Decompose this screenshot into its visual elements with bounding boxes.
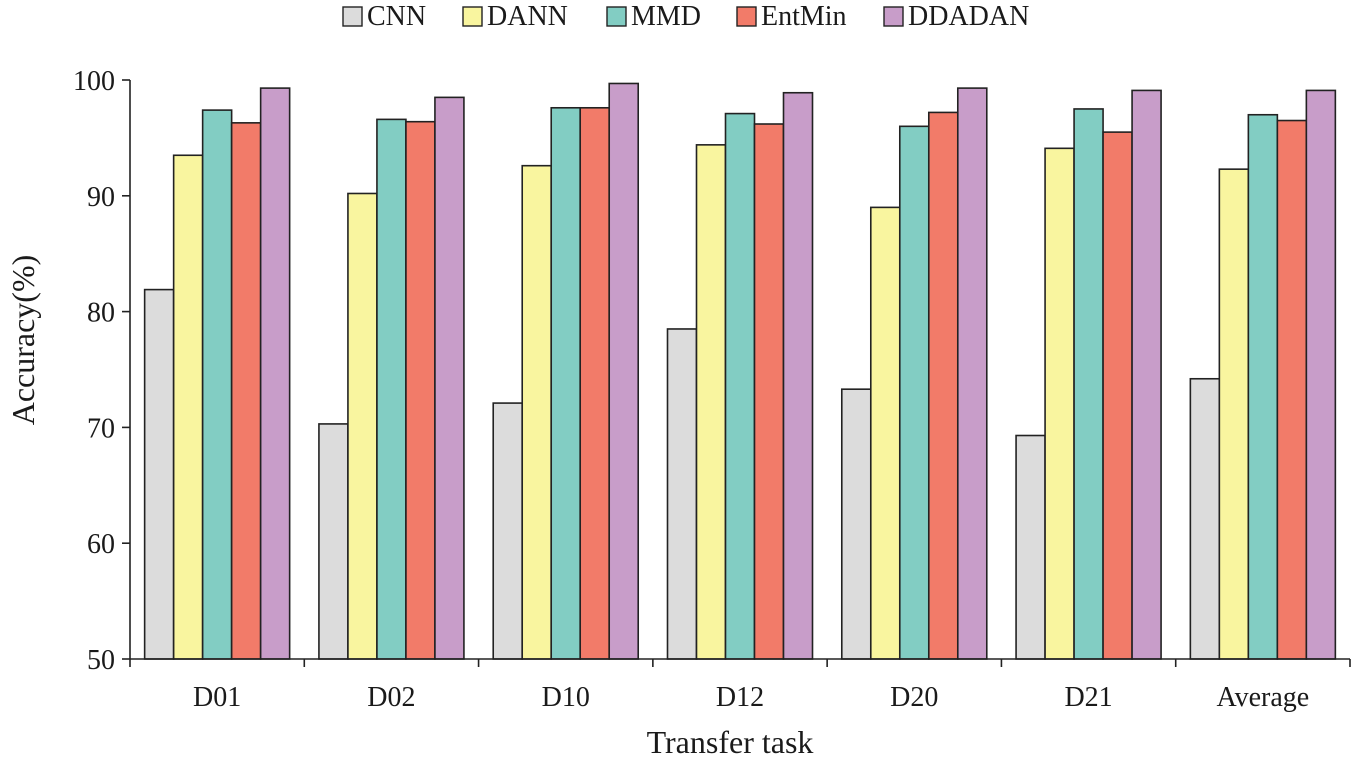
bars [143,82,1337,660]
legend-swatch-cnn [342,6,363,27]
legend: CNN DANN MMD EntMin DDADAN [342,1,1029,32]
bar-ddadan-d12 [782,91,814,660]
bar-dann-d20 [869,206,901,660]
bar-entmin-average [1276,119,1308,660]
y-tick-label: 90 [87,182,115,213]
bar-ddadan-d02 [434,96,465,660]
bar-ddadan-d10 [608,82,640,660]
x-tick-label: D02 [367,682,415,713]
x-tick-label: D21 [1064,682,1112,713]
bar-ddadan-d20 [956,87,988,660]
bar-cnn-average [1189,377,1221,660]
y-tick-label: 50 [87,645,115,676]
bar-mmd-d10 [550,106,582,660]
legend-label-entmin: EntMin [761,1,847,32]
y-tick-label: 100 [73,66,115,97]
bar-ddadan-average [1305,89,1337,660]
bar-entmin-d10 [579,106,611,660]
bar-mmd-d12 [724,112,756,660]
legend-label-cnn: CNN [367,1,426,32]
legend-swatch-entmin [736,6,757,27]
bar-entmin-d21 [1102,131,1133,660]
x-tick-label: Average [1216,682,1309,713]
legend-swatch-mmd [606,6,627,27]
bar-cnn-d12 [666,328,698,660]
bar-cnn-d21 [1015,434,1046,660]
bar-cnn-d20 [840,388,872,660]
axes: 50 60 70 80 90 100 D01 D02 D10 D12 D20 D21 Average [73,66,1351,713]
x-tick-label: D20 [890,682,938,713]
y-tick-label: 70 [87,413,115,444]
bar-entmin-d02 [405,120,436,660]
bar-dann-d01 [172,154,204,660]
legend-label-mmd: MMD [631,1,701,32]
bar-mmd-d02 [376,118,407,660]
y-axis-title: Accuracy(%) [5,255,41,426]
x-axis-title: Transfer task [647,724,814,760]
bar-cnn-d01 [143,288,175,660]
bar-dann-d21 [1044,147,1075,660]
bar-dann-average [1218,168,1250,660]
bar-cnn-d10 [492,402,524,660]
bar-dann-d10 [521,164,553,660]
bar-entmin-d01 [230,122,262,660]
bar-entmin-d12 [753,123,785,660]
x-tick-label: D12 [716,682,764,713]
x-tick-label: D01 [193,682,241,713]
bar-dann-d12 [695,144,727,660]
bar-ddadan-d01 [259,87,291,660]
bar-mmd-d21 [1073,108,1104,660]
x-tick-label: D10 [542,682,590,713]
legend-swatch-ddadan [883,6,904,27]
y-tick-label: 80 [87,298,115,329]
bar-mmd-d01 [201,109,233,660]
y-tick-label: 60 [87,529,115,560]
legend-swatch-dann [462,6,483,27]
bar-entmin-d20 [927,111,959,660]
legend-label-ddadan: DDADAN [908,1,1029,32]
legend-label-dann: DANN [487,1,568,32]
bar-mmd-average [1247,113,1279,660]
bar-dann-d02 [347,192,378,660]
bar-mmd-d20 [898,125,930,660]
bar-cnn-d02 [318,423,349,660]
bar-ddadan-d21 [1131,89,1162,660]
